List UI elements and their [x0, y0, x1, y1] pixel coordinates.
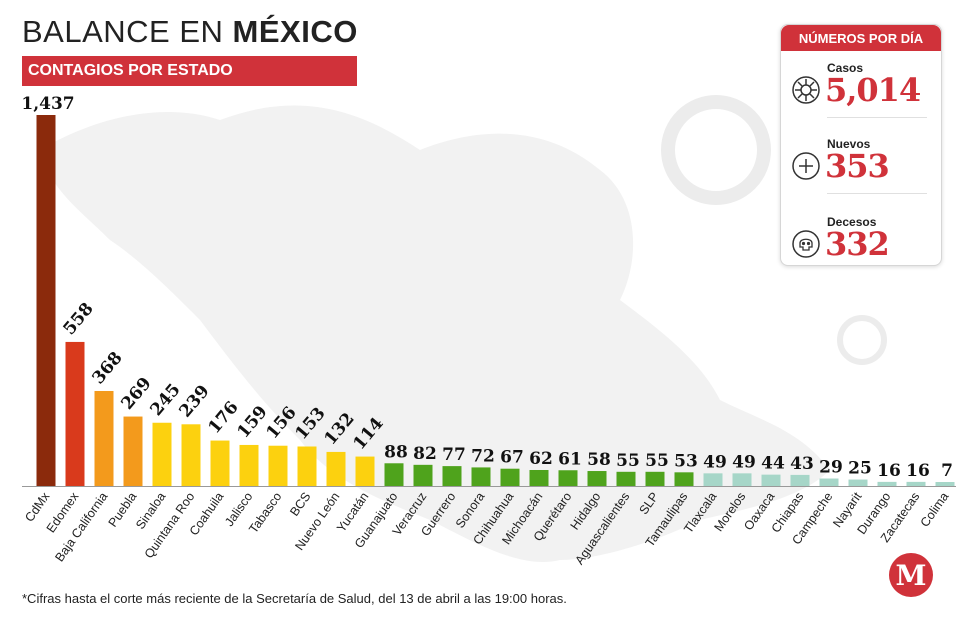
subtitle-banner: CONTAGIOS POR ESTADO [22, 56, 357, 86]
bar-yucatán [355, 456, 375, 486]
bar-tabasco [268, 445, 288, 486]
value-label: 88 [384, 442, 408, 462]
stat-label: Nuevos [827, 137, 871, 151]
stats-heading: NÚMEROS POR DÍA [798, 31, 924, 46]
milenio-logo: M [889, 553, 933, 597]
bar-tamaulipas [674, 472, 694, 486]
value-label: 368 [89, 348, 127, 388]
divider [827, 117, 927, 118]
page-title: BALANCE EN MÉXICO [22, 14, 358, 50]
bar-nayarit [848, 479, 868, 486]
bar-nuevo-león [326, 451, 346, 486]
bar-puebla [123, 416, 143, 486]
bar-campeche [819, 478, 839, 486]
value-label: 16 [906, 461, 930, 481]
value-label: 77 [442, 445, 466, 465]
value-label: 7 [941, 461, 953, 481]
value-label: 558 [60, 299, 98, 339]
title-light: BALANCE EN [22, 14, 224, 49]
stats-header: NÚMEROS POR DÍA [781, 25, 941, 51]
stat-label: Casos [827, 61, 864, 75]
footnote: *Cifras hasta el corte más reciente de l… [22, 591, 567, 606]
stat-label: Decesos [827, 215, 877, 229]
value-label: 58 [587, 450, 611, 470]
category-label: SLP [636, 490, 661, 517]
stat-value: 5,014 [825, 71, 921, 109]
bar-chiapas [790, 474, 810, 486]
bar-sinaloa [152, 422, 172, 486]
value-label: 25 [848, 459, 872, 479]
bar-hidalgo [587, 471, 607, 486]
bar-chihuahua [500, 468, 520, 486]
value-label: 61 [558, 449, 582, 469]
bar-colima [935, 482, 955, 486]
value-label: 82 [413, 444, 437, 464]
bar-michoacán [529, 469, 549, 486]
stat-value: 353 [825, 147, 890, 185]
bar-baja-california [94, 390, 114, 486]
bar-edomex [65, 341, 85, 486]
divider [827, 193, 927, 194]
title-bold: MÉXICO [232, 14, 358, 49]
bar-cdmx [36, 115, 56, 486]
stat-decesos: Decesos 332 [781, 207, 941, 277]
bar-oaxaca [761, 474, 781, 486]
bar-coahuila [210, 440, 230, 486]
bar-guerrero [442, 466, 462, 486]
bar-sonora [471, 467, 491, 486]
bar-bcs [297, 446, 317, 486]
daily-numbers-card: NÚMEROS POR DÍA Casos 5,014 Nuevos 353 [780, 24, 942, 266]
skull-icon [792, 230, 820, 258]
value-label: 72 [471, 446, 495, 466]
value-label: 239 [176, 381, 214, 421]
value-label: 67 [500, 448, 524, 468]
value-label: 53 [674, 451, 698, 471]
bar-guanajuato [384, 463, 404, 486]
value-label: 156 [263, 403, 301, 443]
bar-quintana-roo [181, 424, 201, 486]
chart-subtitle: CONTAGIOS POR ESTADO [28, 62, 233, 79]
value-label: 16 [877, 461, 901, 481]
stat-nuevos: Nuevos 353 [781, 129, 941, 199]
bar-tlaxcala [703, 473, 723, 486]
value-label: 1,437 [21, 94, 74, 114]
bar-morelos [732, 473, 752, 486]
category-label: Colima [918, 490, 952, 530]
value-label: 55 [616, 451, 640, 471]
value-label: 49 [732, 452, 756, 472]
value-label: 49 [703, 452, 727, 472]
bar-jalisco [239, 444, 259, 486]
bar-querétaro [558, 470, 578, 486]
plus-circle-icon [792, 152, 820, 180]
virus-icon [792, 76, 820, 104]
bar-slp [645, 471, 665, 486]
bar-aguascalientes [616, 471, 636, 486]
bar-zacatecas [906, 481, 926, 486]
stat-casos: Casos 5,014 [781, 53, 941, 123]
value-label: 44 [761, 454, 785, 474]
bar-durango [877, 481, 897, 486]
value-label: 43 [790, 454, 814, 474]
value-label: 29 [819, 458, 843, 478]
bar-veracruz [413, 464, 433, 486]
value-label: 55 [645, 451, 669, 471]
category-label: BCS [287, 490, 313, 519]
virus-watermark-icon [661, 95, 771, 205]
value-label: 62 [529, 449, 553, 469]
logo-letter: M [896, 559, 927, 592]
stat-value: 332 [825, 225, 890, 263]
